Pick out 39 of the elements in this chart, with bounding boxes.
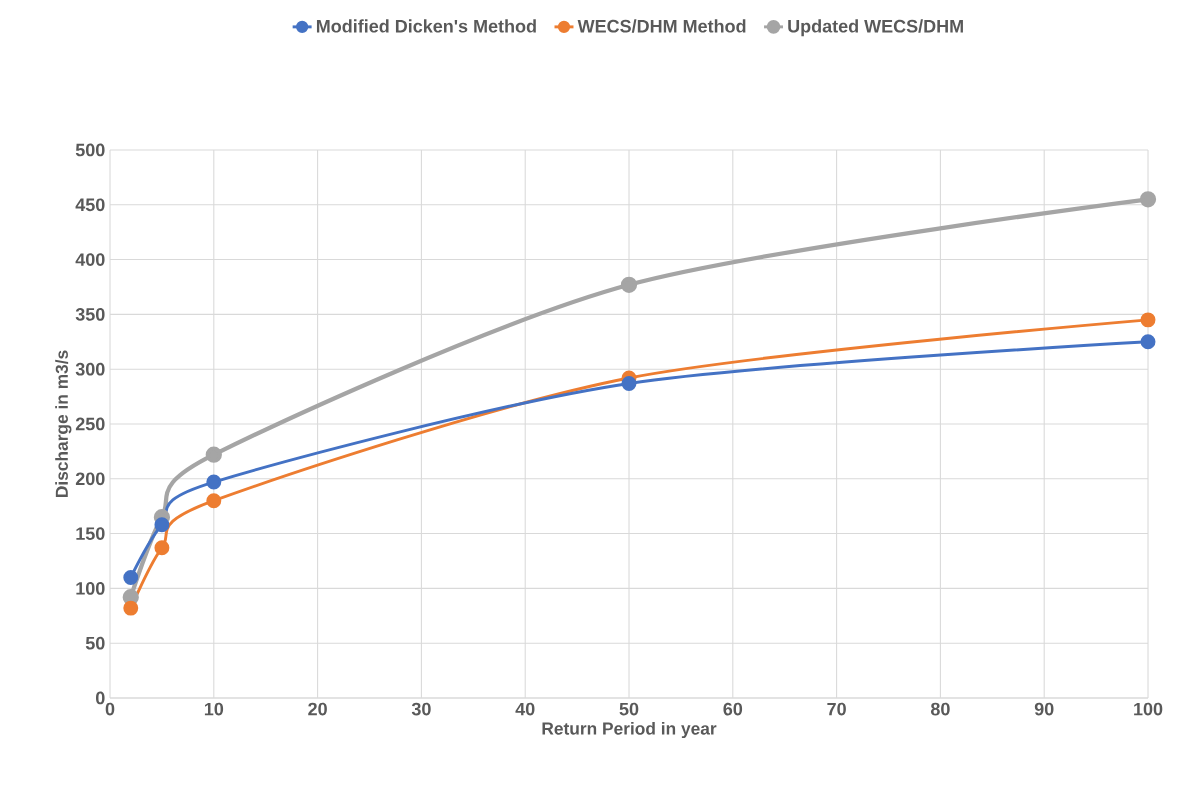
x-tick-label: 0 <box>105 702 115 716</box>
legend-label: WECS/DHM Method <box>577 19 746 33</box>
x-tick-label: 80 <box>930 702 950 716</box>
point <box>123 569 139 585</box>
y-tick-label: 400 <box>75 253 105 266</box>
x-tick-label: 30 <box>411 702 431 716</box>
y-tick-label: 450 <box>75 198 105 212</box>
y-axis-title: Discharge in m3/s <box>55 350 72 498</box>
y-tick-label: 250 <box>75 417 105 431</box>
x-tick-label: 70 <box>827 702 846 716</box>
x-tick-label: 100 <box>1134 702 1163 716</box>
y-tick-label: 500 <box>75 143 105 157</box>
point <box>123 600 139 616</box>
point <box>621 375 637 391</box>
legend-label: Modified Dicken's Method <box>316 19 536 33</box>
y-tick-label: 50 <box>85 636 105 650</box>
point <box>154 540 170 556</box>
x-tick-label: 20 <box>308 702 327 716</box>
x-axis-title: Return Period in year <box>542 721 717 739</box>
x-tick-label: 50 <box>619 702 639 716</box>
y-tick-label: 100 <box>76 582 105 595</box>
point <box>206 474 222 490</box>
legend-label: Updated WECS/DHM <box>788 19 963 37</box>
x-tick-label: 90 <box>1034 702 1054 716</box>
point <box>620 276 638 293</box>
y-tick-label: 200 <box>75 472 105 486</box>
point <box>1139 191 1157 208</box>
point <box>205 446 222 463</box>
x-tick-label: 60 <box>723 702 743 716</box>
y-tick-label: 0 <box>96 691 105 705</box>
point <box>1140 334 1156 350</box>
x-tick-label: 40 <box>515 702 535 716</box>
y-tick-label: 300 <box>75 362 105 376</box>
x-tick-label: 10 <box>204 702 224 716</box>
y-tick-label: 150 <box>76 527 105 540</box>
point <box>154 517 170 533</box>
point <box>206 493 222 509</box>
point <box>1140 312 1156 328</box>
y-tick-label: 350 <box>75 308 105 321</box>
